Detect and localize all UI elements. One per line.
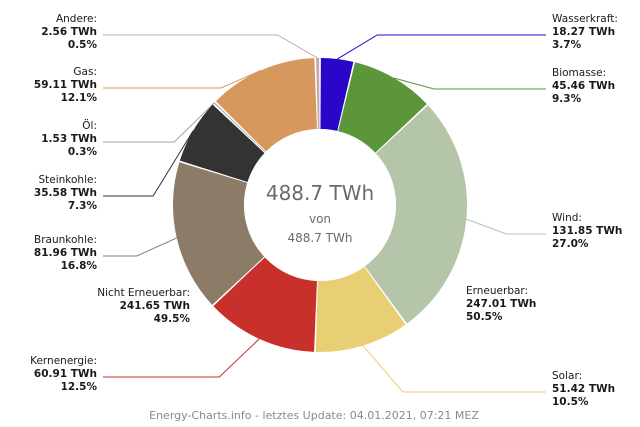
leader-line-wasserkraft — [336, 34, 546, 60]
slice-label-wasserkraft-percent: 3.7% — [552, 39, 582, 51]
slice-label-biomasse-value: 45.46 TWh — [552, 80, 615, 92]
slice-label-andere: Andere: 2.56 TWh 0.5% — [41, 13, 97, 51]
slice-wind[interactable] — [364, 105, 467, 324]
slice-braunkohle[interactable] — [172, 162, 265, 305]
slice-label-solar-value: 51.42 TWh — [552, 383, 615, 395]
leader-line-oel — [103, 102, 215, 143]
group-label-nicht-erneuerbar-value: 241.65 TWh — [120, 300, 190, 312]
slice-label-gas-percent: 12.1% — [61, 92, 98, 104]
group-label-erneuerbar-name: Erneuerbar: — [466, 285, 528, 297]
slice-kernenergie[interactable] — [213, 257, 317, 352]
slice-label-steinkohle-value: 35.58 TWh — [34, 187, 97, 199]
slice-label-kernenergie-percent: 12.5% — [61, 381, 98, 393]
slice-label-biomasse-name: Biomasse: — [552, 67, 606, 79]
slice-label-wasserkraft-value: 18.27 TWh — [552, 26, 615, 38]
center-hole — [244, 129, 396, 281]
slice-label-gas-value: 59.11 TWh — [34, 79, 97, 91]
slice-label-biomasse: Biomasse: 45.46 TWh 9.3% — [552, 67, 615, 105]
slice-label-oel-name: Öl: — [82, 119, 97, 132]
slice-label-solar-name: Solar: — [552, 370, 582, 382]
slice-label-gas-name: Gas: — [73, 66, 97, 78]
slice-label-kernenergie: Kernenergie: 60.91 TWh 12.5% — [30, 355, 97, 393]
donut-slices — [172, 58, 467, 352]
slice-steinkohle[interactable] — [179, 104, 265, 183]
slice-labels: Wasserkraft: 18.27 TWh 3.7% Biomasse: 45.46 … — [30, 13, 622, 408]
slice-solar[interactable] — [315, 266, 406, 352]
slice-wasserkraft[interactable] — [320, 58, 354, 131]
leader-line-kernenergie — [103, 338, 260, 378]
center-von: von — [309, 212, 331, 226]
leader-line-braunkohle — [103, 237, 177, 257]
slice-label-wind: Wind: 131.85 TWh 27.0% — [552, 212, 622, 250]
slice-label-gas: Gas: 59.11 TWh 12.1% — [34, 66, 98, 104]
leader-lines — [103, 34, 546, 393]
group-label-nicht-erneuerbar-percent: 49.5% — [154, 313, 191, 325]
slice-label-andere-percent: 0.5% — [68, 39, 98, 51]
slice-label-steinkohle-percent: 7.3% — [68, 200, 98, 212]
group-label-erneuerbar-value: 247.01 TWh — [466, 298, 536, 310]
slice-oel[interactable] — [213, 102, 266, 153]
slice-andere[interactable] — [316, 58, 320, 130]
footer-update: Energy-Charts.info - letztes Update: 04.… — [149, 409, 479, 422]
group-label-erneuerbar-percent: 50.5% — [466, 311, 503, 323]
slice-label-solar: Solar: 51.42 TWh 10.5% — [552, 370, 615, 408]
slice-label-kernenergie-value: 60.91 TWh — [34, 368, 97, 380]
slice-label-wind-name: Wind: — [552, 212, 582, 224]
slice-label-braunkohle-name: Braunkohle: — [34, 234, 97, 246]
slice-label-solar-percent: 10.5% — [552, 396, 589, 408]
slice-label-kernenergie-name: Kernenergie: — [30, 355, 97, 367]
center-total: 488.7 TWh — [266, 181, 374, 205]
slice-label-braunkohle-percent: 16.8% — [61, 260, 98, 272]
group-label-erneuerbar: Erneuerbar: 247.01 TWh 50.5% — [466, 285, 536, 323]
slice-label-oel-value: 1.53 TWh — [41, 133, 97, 145]
slice-biomasse[interactable] — [338, 62, 427, 153]
slice-label-andere-value: 2.56 TWh — [41, 26, 97, 38]
slice-label-wasserkraft-name: Wasserkraft: — [552, 13, 618, 25]
slice-label-steinkohle: Steinkohle: 35.58 TWh 7.3% — [34, 174, 98, 212]
slice-label-biomasse-percent: 9.3% — [552, 93, 582, 105]
leader-line-gas — [103, 69, 262, 89]
group-label-nicht-erneuerbar-name: Nicht Erneuerbar: — [97, 287, 190, 299]
slice-label-braunkohle-value: 81.96 TWh — [34, 247, 97, 259]
leader-line-wind — [466, 218, 546, 235]
slice-label-steinkohle-name: Steinkohle: — [38, 174, 97, 186]
leader-line-solar — [362, 345, 546, 393]
slice-label-wind-percent: 27.0% — [552, 238, 589, 250]
slice-gas[interactable] — [215, 58, 318, 152]
slice-label-braunkohle: Braunkohle: 81.96 TWh 16.8% — [34, 234, 98, 272]
leader-line-andere — [103, 34, 318, 59]
slice-label-wasserkraft: Wasserkraft: 18.27 TWh 3.7% — [552, 13, 618, 51]
slice-label-wind-value: 131.85 TWh — [552, 225, 622, 237]
slice-label-oel-percent: 0.3% — [68, 146, 98, 158]
slice-label-oel: Öl: 1.53 TWh 0.3% — [41, 119, 97, 158]
center-total-sub: 488.7 TWh — [288, 231, 353, 245]
leader-line-steinkohle — [103, 130, 194, 197]
group-label-nicht-erneuerbar: Nicht Erneuerbar: 241.65 TWh 49.5% — [97, 287, 190, 325]
slice-label-andere-name: Andere: — [56, 13, 97, 25]
leader-line-biomasse — [393, 77, 546, 90]
